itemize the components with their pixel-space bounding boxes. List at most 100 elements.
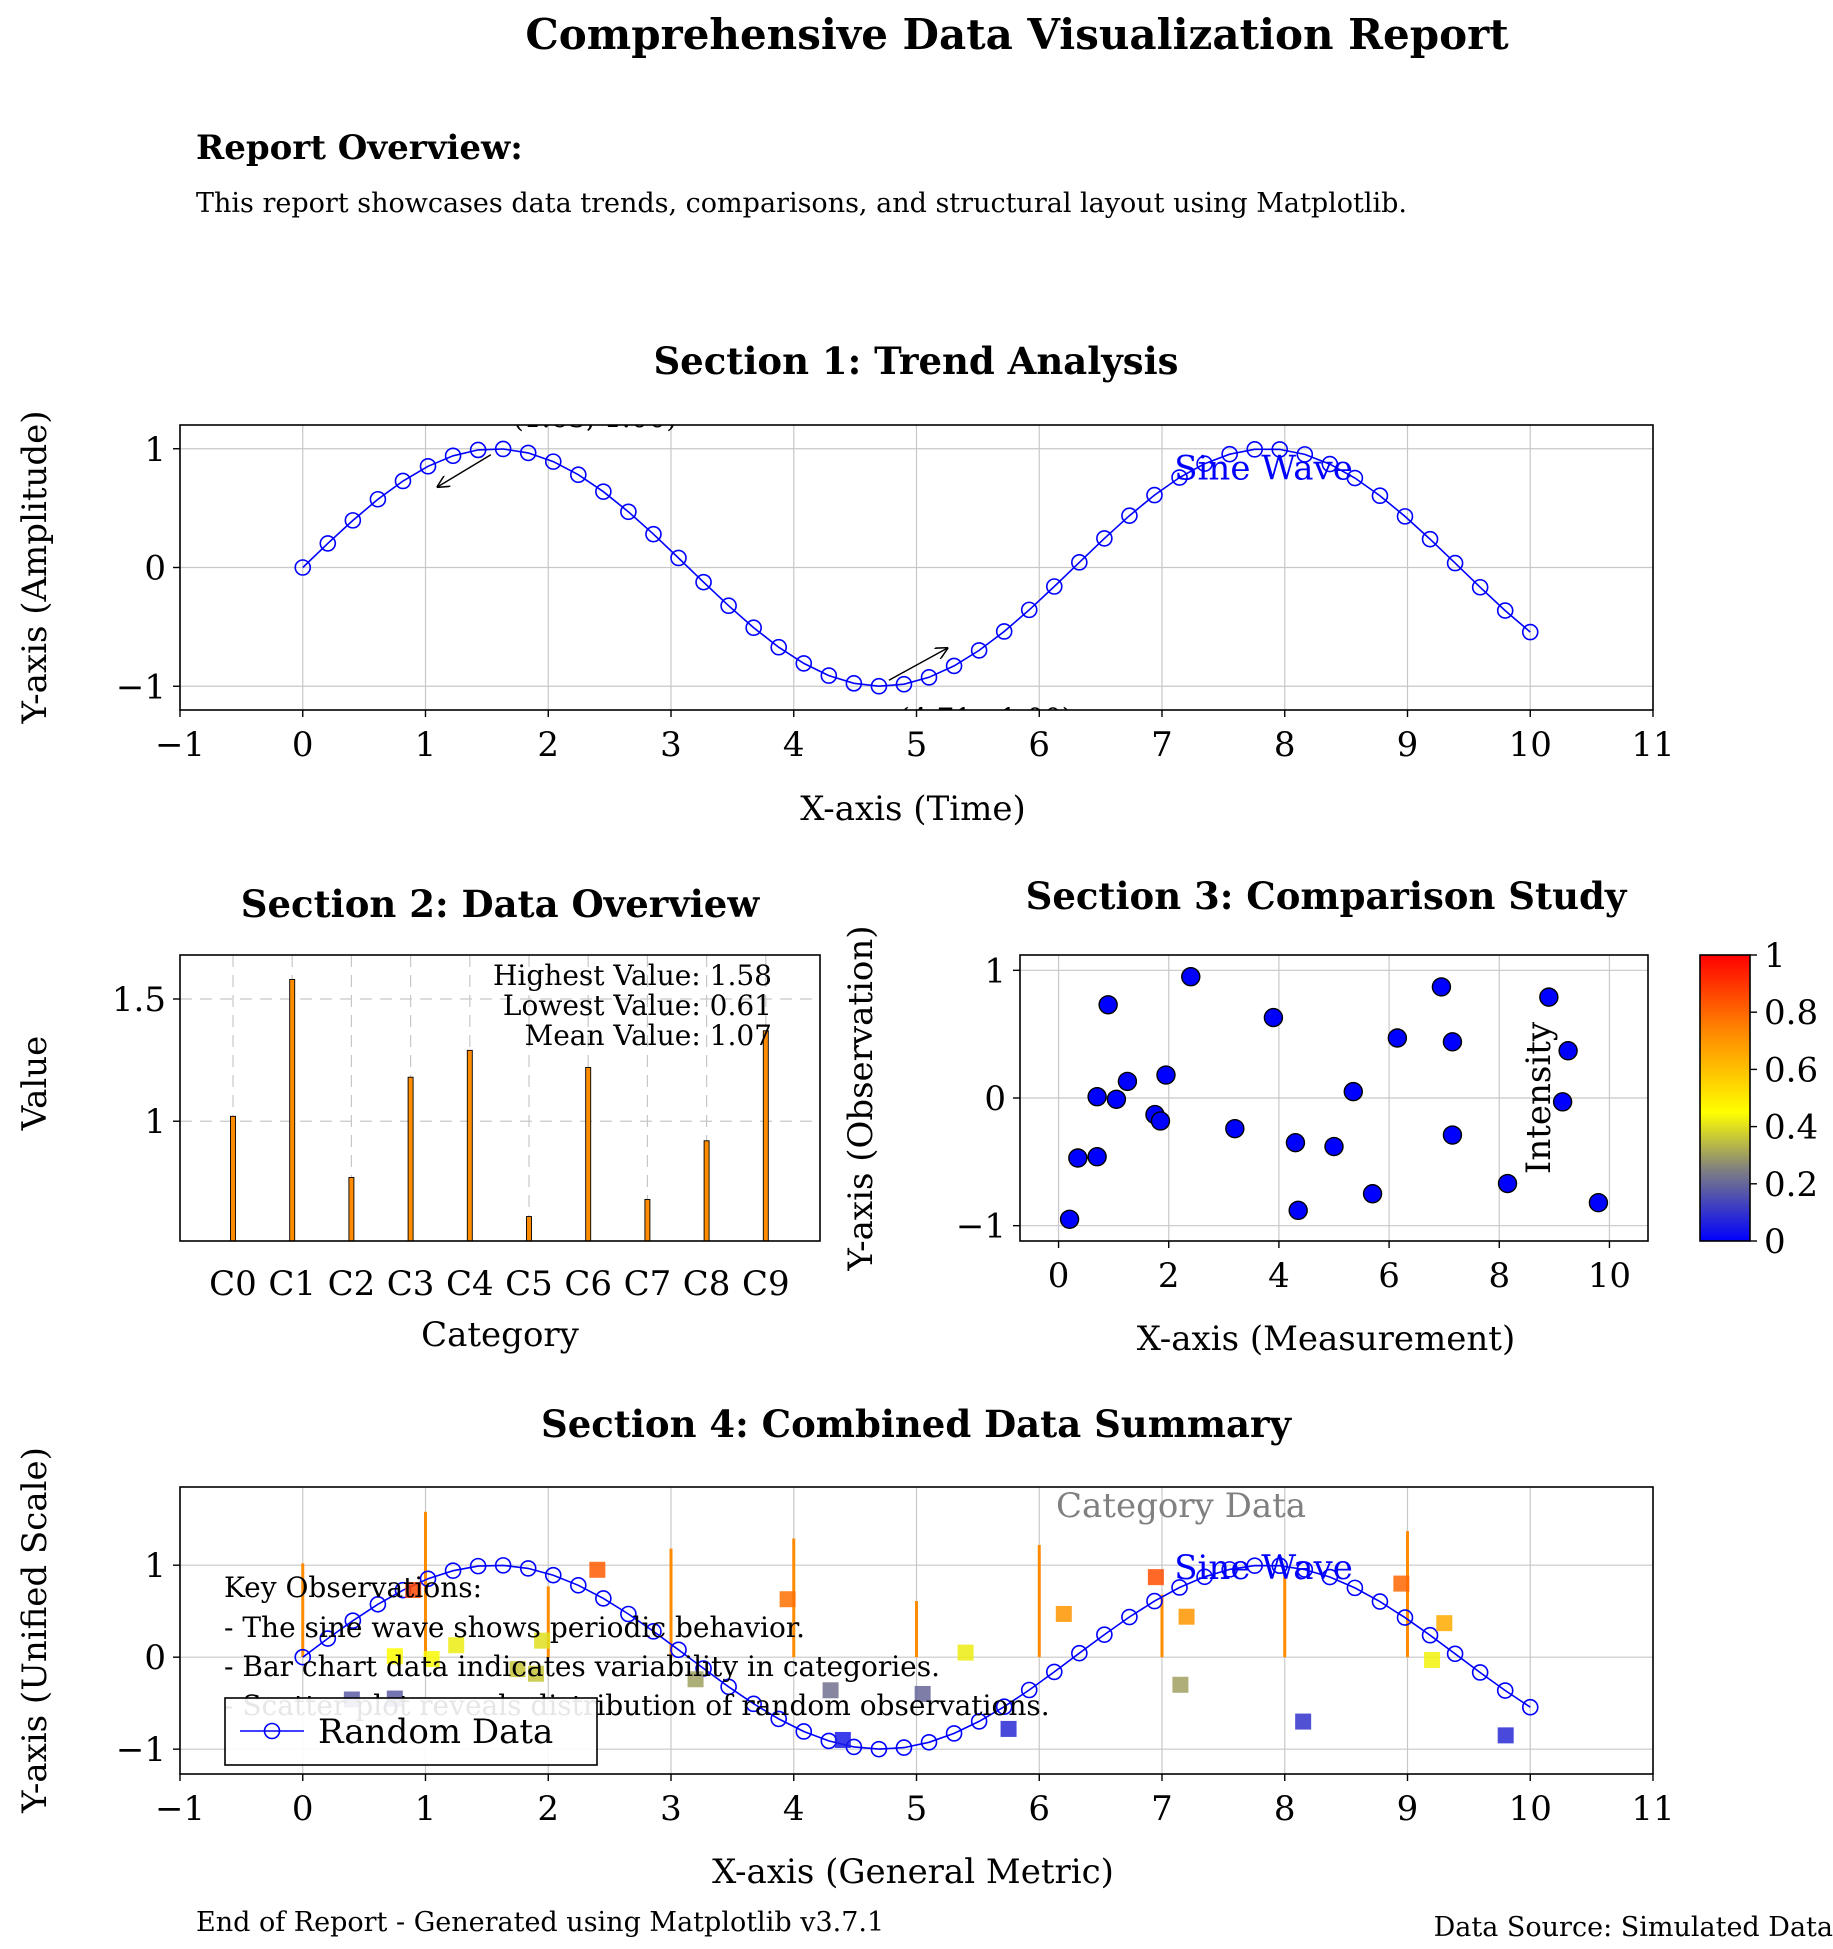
section4-point (1196, 1568, 1213, 1586)
key-observations-line-2: - Bar chart data indicates variability i… (224, 1650, 940, 1683)
section4-point (595, 1590, 612, 1607)
section4-point (369, 1596, 387, 1613)
section4-bar (1160, 1594, 1164, 1658)
section4-square (448, 1637, 465, 1654)
section4-xtick-label: 3 (660, 1789, 682, 1829)
section1-point (1496, 602, 1514, 619)
footer-right: Data Source: Simulated Data (1433, 1912, 1833, 1943)
section3-point (1362, 1184, 1383, 1204)
section4-squares (343, 1561, 1514, 1748)
section4-point (1446, 1645, 1464, 1663)
section3-point (1150, 1111, 1171, 1131)
section3-chart: Section 3: Comparison Study X-axis (Meas… (841, 874, 1818, 1359)
section1-point (1421, 530, 1439, 548)
section1-xtick-label: 2 (537, 725, 559, 765)
section4-point (645, 1623, 662, 1640)
section1-point (845, 675, 863, 692)
section4-point (1496, 1682, 1514, 1699)
section4-point (970, 1713, 988, 1730)
section4-square (1178, 1608, 1195, 1625)
section4-point (920, 1733, 938, 1751)
section1-point (1396, 508, 1414, 525)
section1-point (795, 655, 813, 672)
section1-ticks: −1 0 1 2 3 4 5 6 7 8 9 10 11 −1 0 1 (116, 430, 1675, 765)
section1-point (745, 619, 762, 637)
section4-point (1321, 1568, 1339, 1586)
colorbar-tick-label: 0.4 (1764, 1108, 1818, 1148)
section1-point (620, 503, 637, 521)
section4-point (1121, 1608, 1138, 1626)
section2-xtick-label: C9 (742, 1264, 790, 1304)
section1-point (1346, 469, 1364, 487)
section4-square (1147, 1569, 1164, 1586)
section4-title: Section 4: Combined Data Summary (541, 1402, 1292, 1446)
section2-bar (703, 1140, 710, 1241)
section1-point (1071, 554, 1088, 571)
section3-xtick-label: 6 (1378, 1256, 1400, 1296)
section2-xtick-label: C0 (209, 1264, 257, 1304)
section4-point (1371, 1593, 1389, 1610)
section4-point (1296, 1561, 1314, 1578)
section4-square (386, 1648, 403, 1665)
section4-point (1045, 1663, 1063, 1681)
section1-point (469, 441, 487, 459)
section3-colorbar (1699, 954, 1751, 1242)
section2-bar (644, 1198, 651, 1241)
section4-square (957, 1644, 974, 1661)
section2-bar (348, 1176, 355, 1241)
section2-frame (179, 954, 821, 1242)
section4-sine-label: Sine Wave (1174, 1548, 1353, 1588)
section1-xtick-label: 5 (906, 725, 928, 765)
section3-point (1387, 1028, 1408, 1048)
section3-point (1539, 987, 1559, 1007)
section1-annotation-arrow-min (888, 648, 947, 681)
section2-bar (762, 1030, 769, 1241)
section1-xtick-label: 7 (1151, 725, 1173, 765)
section4-point (1020, 1681, 1038, 1699)
section4-point (519, 1560, 537, 1577)
section4-square (509, 1661, 526, 1678)
section4-square (687, 1671, 704, 1688)
section1-xtick-label: 9 (1397, 725, 1419, 765)
section3-point (1087, 1147, 1107, 1167)
section1-point (995, 623, 1013, 640)
section2-xtick-label: C2 (328, 1264, 376, 1304)
section1-xtick-label: −1 (155, 725, 205, 765)
section3-xlabel: X-axis (Measurement) (1137, 1319, 1515, 1359)
section4-point (995, 1698, 1013, 1716)
section4-point (494, 1557, 512, 1574)
section4-xtick-label: 1 (415, 1789, 437, 1829)
section1-sine-line (302, 448, 1531, 688)
legend-label: Random Data (318, 1712, 553, 1752)
colorbar-tick-label: 0.2 (1764, 1165, 1818, 1205)
section4-chart: Section 4: Combined Data Summary X-axis … (15, 1402, 1675, 1892)
section3-point (1181, 967, 1201, 987)
section1-point (419, 457, 437, 475)
section4-point (294, 1648, 312, 1666)
section2-bar (466, 1049, 473, 1241)
section4-xtick-label: 7 (1151, 1789, 1173, 1829)
section4-frame (179, 1486, 1654, 1775)
section1-point (294, 559, 312, 576)
section1-point (344, 512, 362, 529)
section4-point (670, 1641, 687, 1659)
section3-title: Section 3: Comparison Study (1026, 874, 1628, 918)
legend-marker-swatch (263, 1722, 281, 1740)
section4-ylabel: Y-axis (Unified Scale) (15, 1447, 55, 1814)
section2-xtick-label: C5 (505, 1264, 553, 1304)
section4-bar (301, 1563, 305, 1658)
section3-point (1087, 1087, 1107, 1107)
section3-point (1324, 1136, 1344, 1157)
section4-bar (669, 1548, 673, 1658)
section1-point (1196, 455, 1213, 472)
section4-xtick-label: 5 (906, 1789, 928, 1829)
section1-xtick-label: 3 (660, 725, 682, 765)
section4-square (405, 1582, 422, 1599)
section4-square (834, 1731, 851, 1748)
section4-xtick-label: 4 (783, 1789, 805, 1829)
section2-bar (289, 978, 296, 1241)
section4-point (695, 1660, 712, 1677)
section2-ylabel: Value (15, 1036, 55, 1132)
section3-xtick-label: 8 (1488, 1256, 1510, 1296)
section1-xtick-label: 8 (1274, 725, 1296, 765)
